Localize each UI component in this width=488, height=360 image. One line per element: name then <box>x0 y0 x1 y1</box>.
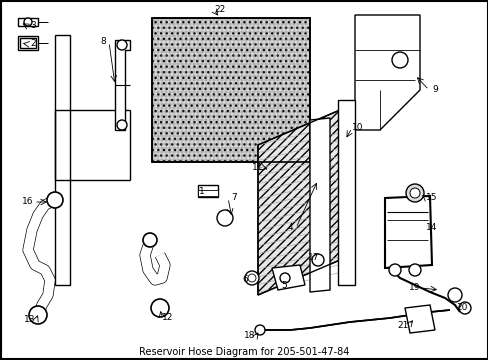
Bar <box>20 38 36 48</box>
Text: 12: 12 <box>162 314 173 323</box>
Circle shape <box>458 302 470 314</box>
Text: 15: 15 <box>426 194 437 202</box>
Text: 8: 8 <box>100 37 106 46</box>
Polygon shape <box>258 110 339 295</box>
Text: 22: 22 <box>214 5 225 14</box>
Polygon shape <box>404 305 434 333</box>
Circle shape <box>391 52 407 68</box>
Text: 10: 10 <box>351 123 363 132</box>
Text: 20: 20 <box>455 303 467 312</box>
Text: 13: 13 <box>24 315 36 324</box>
Text: 7: 7 <box>231 194 236 202</box>
Circle shape <box>408 264 420 276</box>
Text: 1: 1 <box>199 188 204 197</box>
Polygon shape <box>55 35 70 285</box>
Circle shape <box>142 233 157 247</box>
Circle shape <box>388 264 400 276</box>
Polygon shape <box>384 196 431 268</box>
Text: 3: 3 <box>30 22 36 31</box>
Polygon shape <box>152 18 309 162</box>
Circle shape <box>24 18 32 26</box>
Bar <box>18 18 38 26</box>
Polygon shape <box>115 40 130 130</box>
Circle shape <box>117 40 127 50</box>
Circle shape <box>244 271 259 285</box>
Circle shape <box>247 274 256 282</box>
Circle shape <box>47 192 63 208</box>
Circle shape <box>311 254 324 266</box>
Bar <box>198 190 218 196</box>
Circle shape <box>151 299 169 317</box>
Polygon shape <box>309 118 329 292</box>
Polygon shape <box>354 15 419 130</box>
Text: 6: 6 <box>242 275 247 284</box>
Polygon shape <box>337 100 354 285</box>
Text: 11: 11 <box>252 163 263 172</box>
Text: 2: 2 <box>30 40 36 49</box>
Circle shape <box>407 311 421 325</box>
Circle shape <box>254 325 264 335</box>
Circle shape <box>217 210 232 226</box>
Circle shape <box>117 120 127 130</box>
Bar <box>198 185 218 197</box>
Text: 16: 16 <box>22 198 34 207</box>
Bar <box>18 36 38 50</box>
Circle shape <box>409 188 419 198</box>
Text: Reservoir Hose Diagram for 205-501-47-84: Reservoir Hose Diagram for 205-501-47-84 <box>139 347 349 357</box>
Text: 5: 5 <box>281 280 286 289</box>
Text: 14: 14 <box>426 224 437 233</box>
Circle shape <box>447 288 461 302</box>
Text: 9: 9 <box>431 85 437 94</box>
Text: 18: 18 <box>244 332 255 341</box>
Text: 21: 21 <box>397 320 408 329</box>
Circle shape <box>280 273 289 283</box>
Text: 17: 17 <box>307 253 319 262</box>
Polygon shape <box>271 265 305 290</box>
Text: 4: 4 <box>286 224 292 233</box>
Circle shape <box>29 306 47 324</box>
Circle shape <box>405 184 423 202</box>
Text: 19: 19 <box>408 284 420 292</box>
